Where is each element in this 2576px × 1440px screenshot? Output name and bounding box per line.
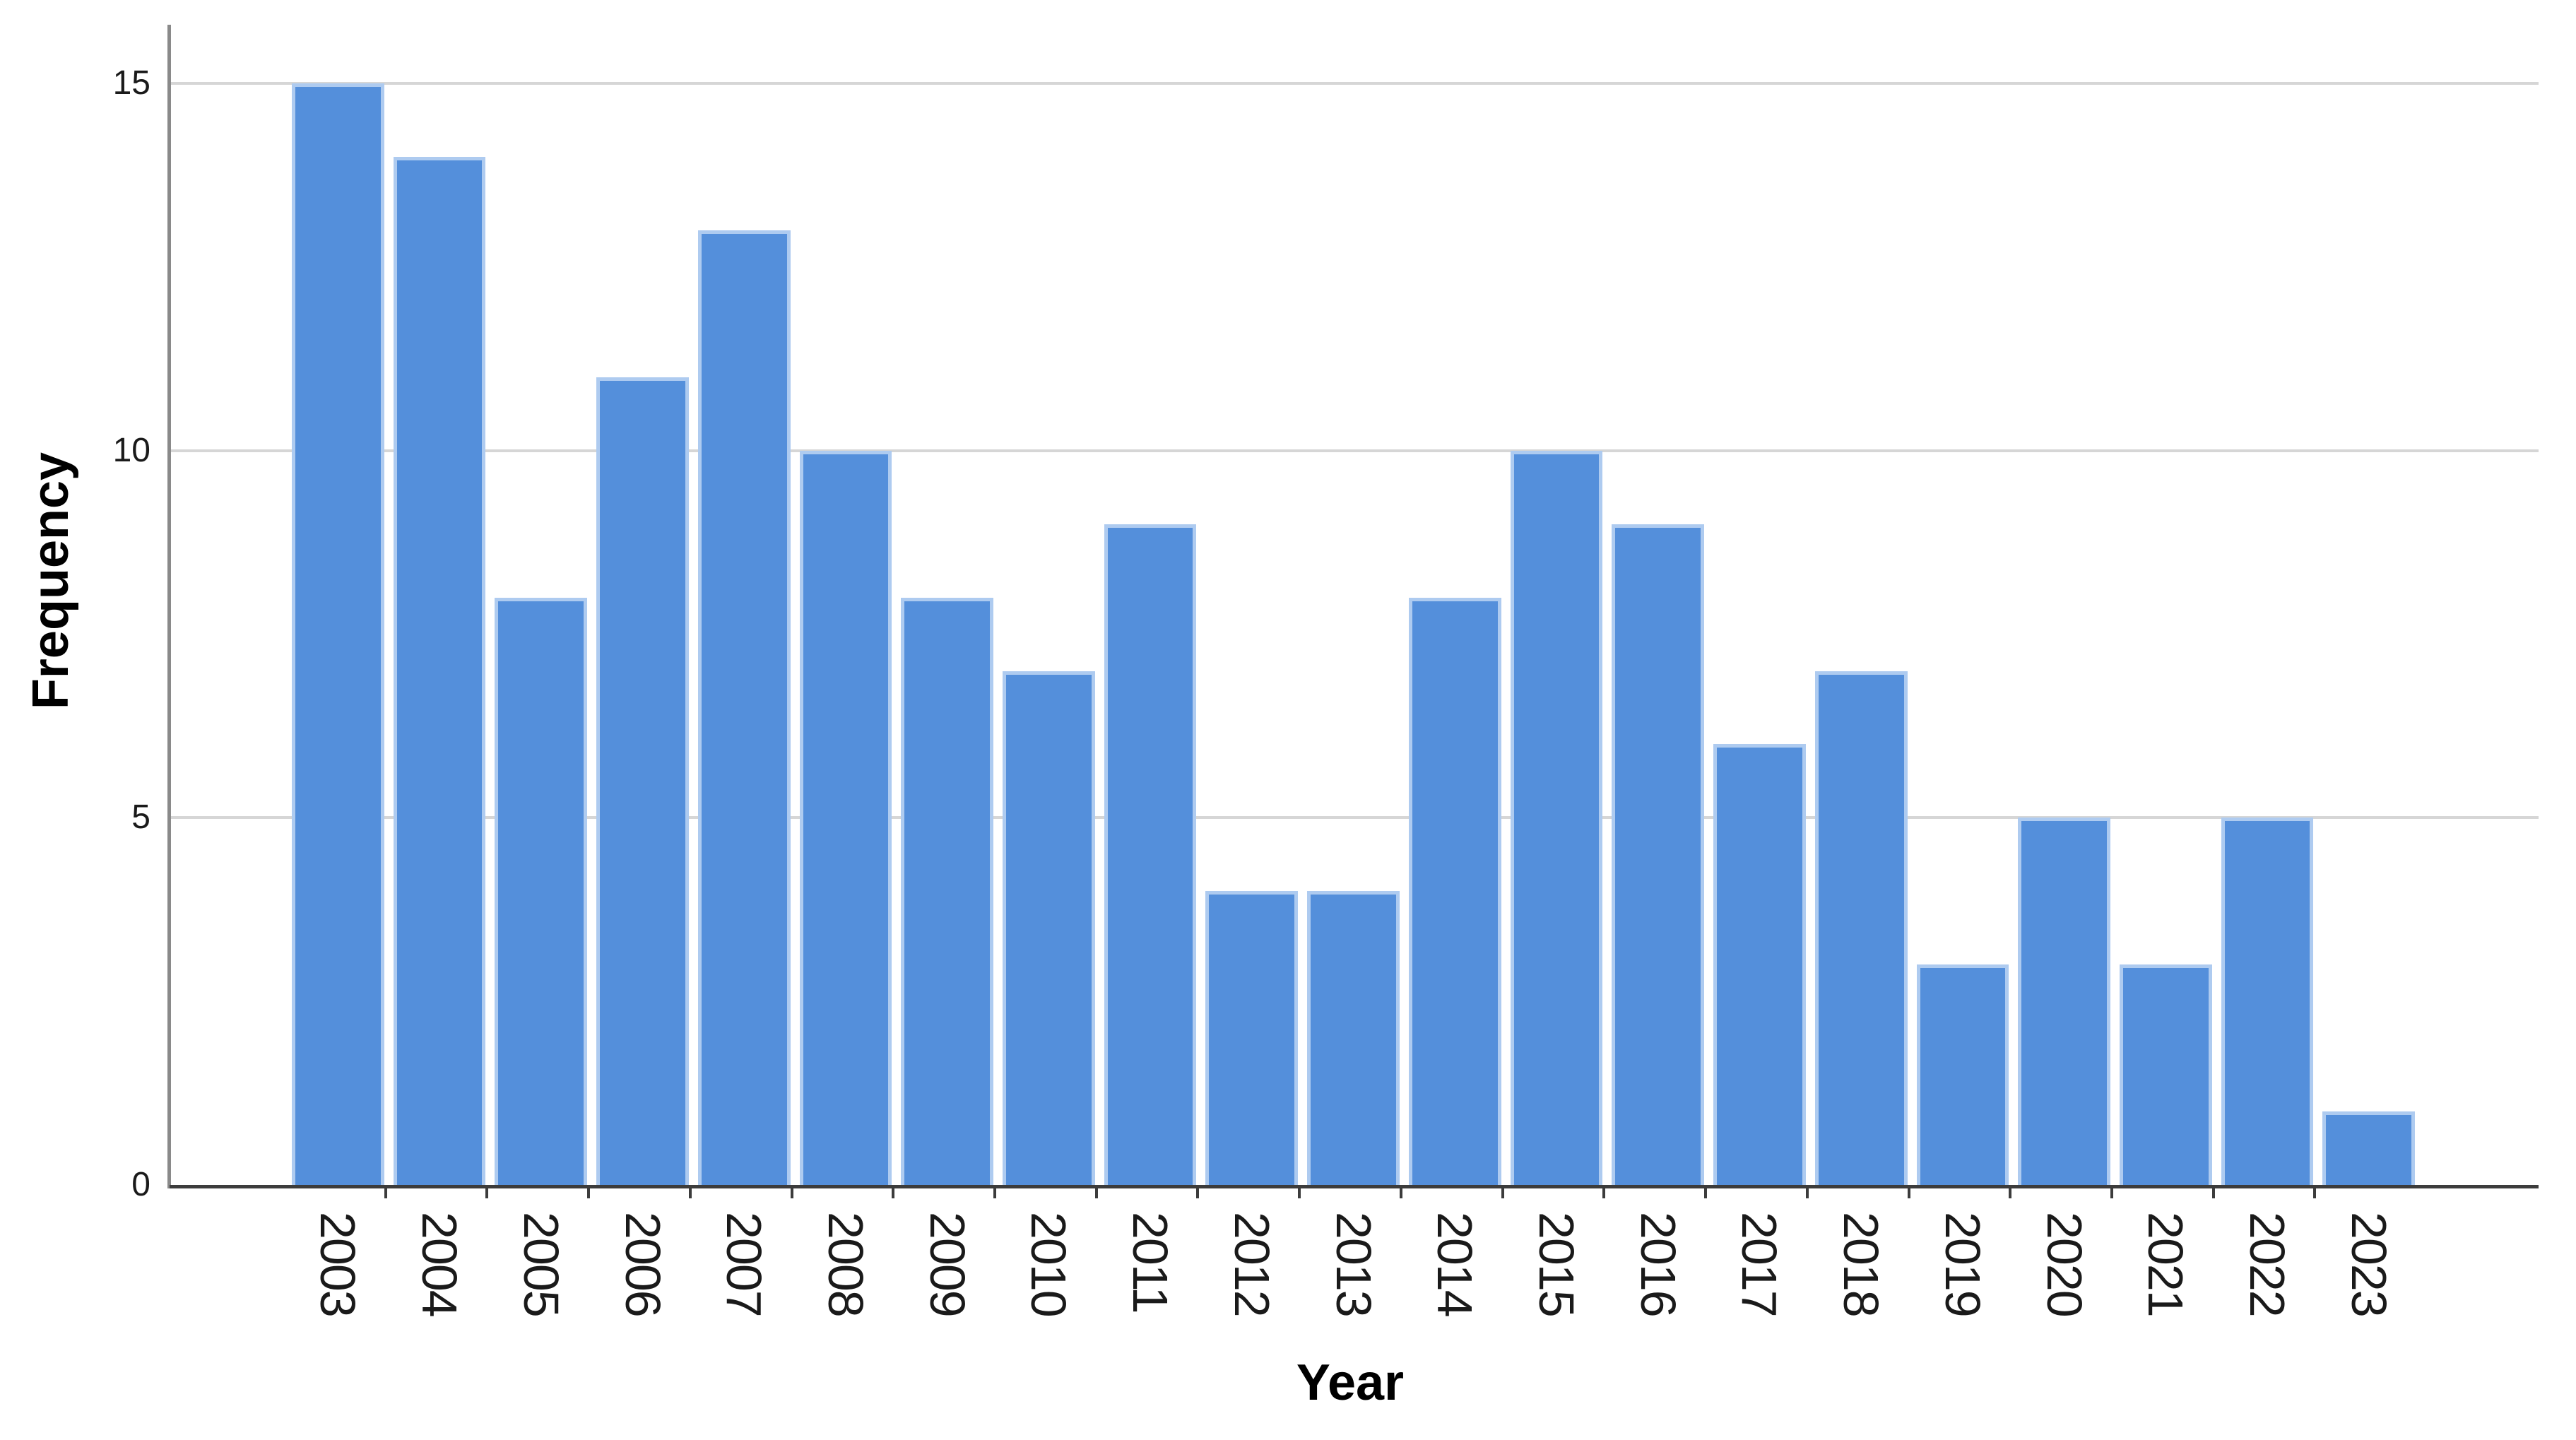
plot-area: 2003 2004 2005 2006 2007 2008 2009 2010 2011 2012… [170,25,2539,1316]
x-tick-label-2003: 2003 [310,1212,366,1316]
bar-2012: 2012 [1205,891,1301,1316]
bar-2008: 2008 [799,450,895,1316]
y-axis-title: Frequency [23,452,79,710]
x-tick-label-2015: 2015 [1528,1212,1584,1316]
bar-2004: 2004 [393,156,489,1316]
bar-2020: 2020 [2018,818,2113,1316]
bar-2014: 2014 [1408,597,1504,1316]
x-tick-label-2019: 2019 [1934,1212,1990,1316]
category-boundary-tick [688,1188,692,1198]
x-tick-label-2018: 2018 [1833,1212,1889,1316]
category-boundary-tick [1094,1188,1098,1198]
category-boundary-tick [1602,1188,1606,1198]
y-tick-label-10: 10 [112,431,150,469]
category-boundary-tick [1907,1188,1910,1198]
category-boundary-tick [384,1188,387,1198]
bar-2013: 2013 [1307,891,1402,1316]
category-boundary-tick [485,1188,489,1198]
x-tick-label-2005: 2005 [513,1212,569,1316]
category-boundary-tick [2009,1188,2012,1198]
bar-2015: 2015 [1510,450,1606,1316]
x-tick-label-2004: 2004 [412,1212,468,1316]
bar-2009: 2009 [901,597,997,1316]
bar-2016: 2016 [1612,524,1708,1316]
x-tick-label-2013: 2013 [1325,1212,1381,1316]
bar-2007: 2007 [697,230,793,1316]
category-boundary-tick [1399,1188,1402,1198]
x-axis-title: Year [1296,1355,1405,1411]
bar-2006: 2006 [596,377,692,1316]
category-boundary-tick [2313,1188,2317,1198]
x-tick-label-2016: 2016 [1630,1212,1686,1316]
x-tick-label-2009: 2009 [919,1212,975,1316]
gridline-y-10 [170,449,2539,452]
category-boundary-tick [587,1188,591,1198]
category-boundary-tick [2110,1188,2113,1198]
x-tick-label-2023: 2023 [2341,1212,2397,1316]
bar-2003: 2003 [292,83,387,1316]
y-axis-line [167,25,171,1188]
gridline-y-5 [170,816,2539,820]
x-tick-label-2010: 2010 [1021,1212,1077,1316]
y-tick-label-5: 5 [131,798,150,837]
category-boundary-tick [790,1188,793,1198]
category-boundary-tick [1805,1188,1809,1198]
x-tick-label-2011: 2011 [1123,1212,1178,1313]
category-boundary-tick [1196,1188,1200,1198]
bars-container: 2003 2004 2005 2006 2007 2008 2009 2010 2011 2012… [292,25,2416,1316]
x-tick-label-2021: 2021 [2138,1212,2194,1316]
y-tick-label-0: 0 [131,1166,150,1203]
category-boundary-tick [2211,1188,2215,1198]
y-tick-label-15: 15 [112,64,150,102]
bar-2005: 2005 [495,597,591,1316]
bar-2022: 2022 [2221,818,2317,1316]
bar-2023: 2023 [2322,1111,2416,1316]
category-boundary-tick [993,1188,997,1198]
bar-2019: 2019 [1916,964,2012,1316]
x-tick-label-2008: 2008 [817,1212,873,1316]
category-boundary-tick [1298,1188,1301,1198]
category-boundary-tick [1704,1188,1708,1198]
x-tick-label-2020: 2020 [2036,1212,2092,1316]
x-tick-label-2007: 2007 [716,1212,772,1316]
bar-2018: 2018 [1814,671,1910,1316]
category-boundary-tick [892,1188,895,1198]
bar-2010: 2010 [1003,671,1098,1316]
category-boundary-tick [1501,1188,1504,1198]
x-axis-baseline [170,1185,2539,1188]
x-tick-label-2012: 2012 [1224,1212,1280,1316]
x-tick-label-2022: 2022 [2240,1212,2296,1316]
x-tick-label-2017: 2017 [1732,1212,1788,1316]
x-tick-label-2014: 2014 [1427,1212,1483,1316]
gridline-y-15 [170,82,2539,85]
bar-2021: 2021 [2119,964,2215,1316]
x-tick-label-2006: 2006 [615,1212,670,1316]
bar-2011: 2011 [1104,524,1200,1313]
bar-2017: 2017 [1713,744,1809,1316]
